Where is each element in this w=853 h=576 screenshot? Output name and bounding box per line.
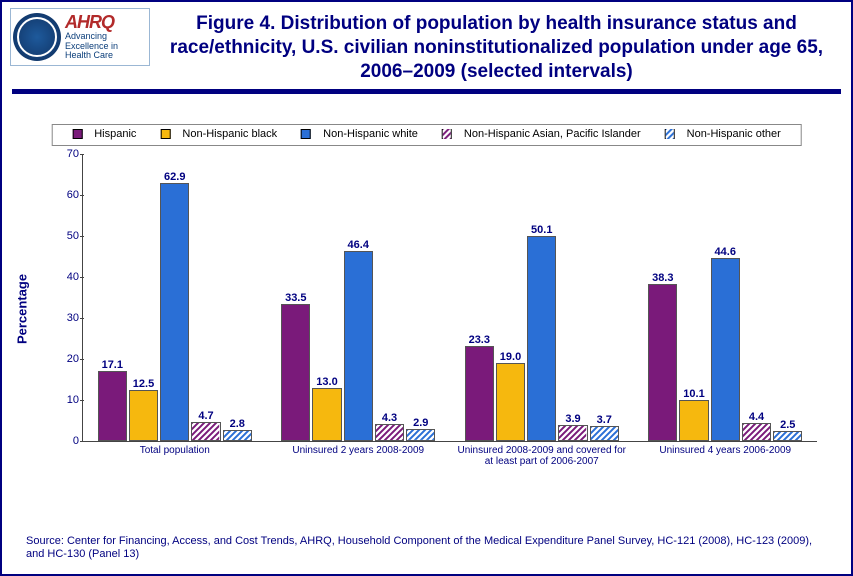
- legend-swatch: [442, 129, 452, 139]
- legend-label: Non-Hispanic other: [687, 128, 781, 140]
- bar-value-label: 4.3: [382, 412, 397, 424]
- group-label: Uninsured 2 years 2008-2009: [267, 441, 451, 456]
- ahrq-logo: AHRQ Advancing Excellence in Health Care: [10, 8, 150, 66]
- bar: 17.1: [98, 371, 127, 441]
- bar: 3.9: [558, 425, 587, 441]
- y-tick: 20: [49, 353, 79, 365]
- bars-row: 23.319.050.13.93.7: [465, 154, 619, 441]
- group-label: Uninsured 2008-2009 and covered for at l…: [450, 441, 634, 467]
- source-note: Source: Center for Financing, Access, an…: [26, 535, 827, 563]
- legend-item: Non-Hispanic black: [154, 128, 283, 140]
- bar-groups: 17.112.562.94.72.8Total population33.513…: [83, 154, 817, 441]
- ahrq-logo-text: AHRQ Advancing Excellence in Health Care: [65, 13, 118, 60]
- bar-group: 33.513.046.44.32.9Uninsured 2 years 2008…: [267, 154, 451, 441]
- bar-value-label: 19.0: [500, 351, 521, 363]
- legend-item: Non-Hispanic white: [295, 128, 424, 140]
- y-tick: 0: [49, 435, 79, 447]
- bars-row: 33.513.046.44.32.9: [281, 154, 435, 441]
- bar: 50.1: [527, 236, 556, 441]
- y-tick: 60: [49, 189, 79, 201]
- hhs-seal-icon: [13, 13, 61, 61]
- bar: 46.4: [344, 251, 373, 441]
- chart-area: Hispanic Non-Hispanic black Non-Hispanic w…: [30, 124, 823, 494]
- bar-value-label: 50.1: [531, 224, 552, 236]
- y-tick: 40: [49, 271, 79, 283]
- legend: Hispanic Non-Hispanic black Non-Hispanic w…: [51, 124, 802, 146]
- chart-title: Figure 4. Distribution of population by …: [150, 8, 843, 83]
- bars-row: 38.310.144.64.42.5: [648, 154, 802, 441]
- bar-value-label: 2.9: [413, 417, 428, 429]
- bar: 4.3: [375, 424, 404, 442]
- legend-item: Non-Hispanic Asian, Pacific Islander: [436, 128, 647, 140]
- bar: 2.5: [773, 431, 802, 441]
- legend-label: Non-Hispanic white: [323, 128, 418, 140]
- legend-label: Non-Hispanic Asian, Pacific Islander: [464, 128, 641, 140]
- legend-swatch: [72, 129, 82, 139]
- bar-group: 23.319.050.13.93.7Uninsured 2008-2009 an…: [450, 154, 634, 441]
- bar: 4.4: [742, 423, 771, 441]
- y-axis-label: Percentage: [15, 274, 30, 344]
- group-label: Total population: [83, 441, 267, 456]
- bar-value-label: 2.8: [230, 418, 245, 430]
- bar-value-label: 62.9: [164, 171, 185, 183]
- bars-row: 17.112.562.94.72.8: [98, 154, 252, 441]
- bar-value-label: 3.9: [565, 413, 580, 425]
- bar: 38.3: [648, 284, 677, 441]
- bar: 23.3: [465, 346, 494, 442]
- header-rule: [12, 89, 841, 94]
- figure-frame: AHRQ Advancing Excellence in Health Care…: [0, 0, 853, 576]
- legend-swatch: [160, 129, 170, 139]
- bar-value-label: 3.7: [597, 414, 612, 426]
- legend-item: Non-Hispanic other: [659, 128, 787, 140]
- legend-label: Non-Hispanic black: [182, 128, 277, 140]
- bar-value-label: 46.4: [348, 239, 369, 251]
- y-tick: 10: [49, 394, 79, 406]
- ahrq-brand: AHRQ: [65, 13, 118, 32]
- bar: 4.7: [191, 422, 220, 441]
- legend-swatch: [665, 129, 675, 139]
- bar-value-label: 33.5: [285, 292, 306, 304]
- bar: 3.7: [590, 426, 619, 441]
- bar: 13.0: [312, 388, 341, 441]
- plot-region: 17.112.562.94.72.8Total population33.513…: [82, 154, 817, 442]
- bar-value-label: 2.5: [780, 419, 795, 431]
- bar: 44.6: [711, 258, 740, 441]
- bar: 2.9: [406, 429, 435, 441]
- bar: 33.5: [281, 304, 310, 441]
- bar-value-label: 23.3: [469, 334, 490, 346]
- bar-value-label: 38.3: [652, 272, 673, 284]
- bar-value-label: 10.1: [683, 388, 704, 400]
- legend-item: Hispanic: [66, 128, 142, 140]
- y-tick: 30: [49, 312, 79, 324]
- legend-label: Hispanic: [94, 128, 136, 140]
- bar-value-label: 17.1: [102, 359, 123, 371]
- group-label: Uninsured 4 years 2006-2009: [634, 441, 818, 456]
- header: AHRQ Advancing Excellence in Health Care…: [2, 2, 851, 83]
- bar-value-label: 12.5: [133, 378, 154, 390]
- bar: 10.1: [679, 400, 708, 441]
- y-tick: 50: [49, 230, 79, 242]
- bar-value-label: 4.4: [749, 411, 764, 423]
- bar-value-label: 4.7: [198, 410, 213, 422]
- bar: 19.0: [496, 363, 525, 441]
- bar: 2.8: [223, 430, 252, 441]
- legend-swatch: [301, 129, 311, 139]
- bar-value-label: 44.6: [715, 246, 736, 258]
- bar: 12.5: [129, 390, 158, 441]
- y-tick: 70: [49, 148, 79, 160]
- bar-value-label: 13.0: [316, 376, 337, 388]
- bar: 62.9: [160, 183, 189, 441]
- bar-group: 17.112.562.94.72.8Total population: [83, 154, 267, 441]
- bar-group: 38.310.144.64.42.5Uninsured 4 years 2006…: [634, 154, 818, 441]
